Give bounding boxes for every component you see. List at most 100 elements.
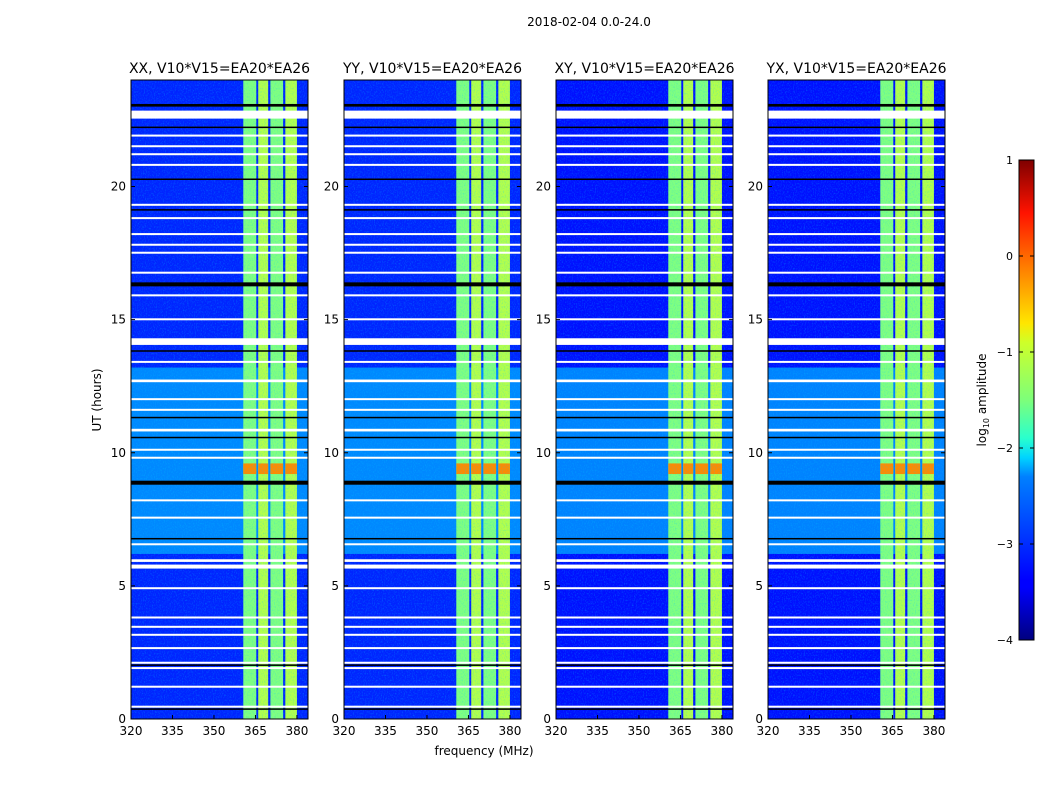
flagged-row-white [131,379,308,383]
flagged-row-white [556,559,733,562]
x-tick-label: 365 [457,724,480,738]
flagged-row-white [556,233,733,236]
flagged-row-black [344,537,521,540]
flagged-row-white [556,110,733,119]
flagged-row-white [344,667,521,670]
flagged-row-white [768,110,945,119]
flagged-row-white [556,661,733,664]
axes-frame [555,79,734,720]
x-tick-label: 380 [922,724,945,738]
flagged-row-black [131,436,308,439]
flagged-row-white [131,134,308,137]
flagged-row-white [768,685,945,688]
flagged-row-white [556,616,733,619]
y-tick-label: 5 [755,579,763,593]
colorbar-tick-label: −2 [997,442,1013,455]
flagged-row-black [556,282,733,287]
flagged-row-black [556,537,733,540]
flagged-row-white [344,499,521,502]
flagged-row-white [556,499,733,502]
flagged-row-white [131,616,308,619]
flagged-row-white [344,163,521,166]
flagged-row-white [131,408,308,411]
y-tick-label: 5 [331,579,339,593]
flagged-row-white [131,559,308,562]
y-tick-label: 5 [118,579,126,593]
y-tick-label: 20 [324,180,339,194]
flagged-row-black [131,350,308,352]
flagged-row-white [768,633,945,636]
colorbar: log10 amplitude −4 −3 −2 −1 0 1 [975,154,1035,647]
flagged-row-white [768,233,945,236]
flagged-row-white [131,398,308,401]
flagged-row-white [556,408,733,411]
flagged-row-white [131,243,308,246]
flagged-row-white [768,661,945,664]
panel-title: XX, V10*V15=EA20*EA26 [129,61,310,77]
flagged-row-white [131,360,308,363]
flagged-row-black [556,178,733,181]
flagged-row-white [556,203,733,206]
flagged-row-white [768,318,945,321]
flagged-row-white [131,667,308,670]
flagged-row-white [131,647,308,650]
flagged-row-white [556,163,733,166]
flagged-row-white [556,379,733,383]
colorbar-tick-label: −1 [997,346,1013,359]
flagged-row-white [556,625,733,628]
flagged-row-white [344,647,521,650]
flagged-row-black [768,103,945,107]
flagged-row-black [131,708,308,710]
flagged-row-white [131,499,308,502]
x-tick-label: 350 [840,724,863,738]
flagged-row-black [556,126,733,129]
x-axis-label: frequency (MHz) [434,744,533,758]
flagged-row-white [768,251,945,254]
flagged-row-black [556,103,733,107]
flagged-row-white [556,564,733,569]
y-tick-label: 10 [748,446,763,460]
flagged-row-white [344,456,521,459]
flagged-row-black [131,282,308,287]
flagged-row-black [344,103,521,107]
flagged-row-white [556,428,733,432]
flagged-row-black [131,416,308,419]
flagged-row-black [344,178,521,181]
panel-2: XY, V10*V15=EA20*EA26 0 5 10 15 20 320 335 350 36… [536,61,735,738]
y-tick-label: 0 [755,712,763,726]
flagged-row-white [768,625,945,628]
flagged-row-white [768,153,945,156]
flagged-row-black [131,664,308,666]
x-tick-label: 365 [881,724,904,738]
flagged-row-white [344,153,521,156]
x-tick-label: 320 [120,724,143,738]
flagged-row-black [556,664,733,666]
flagged-row-black [556,416,733,419]
flagged-row-white [344,408,521,411]
flagged-row-white [556,271,733,274]
colorbar-tick-label: 1 [1006,154,1013,167]
colorbar-tick-label: 0 [1006,250,1013,263]
flagged-row-white [556,153,733,156]
flagged-row-white [556,217,733,220]
flagged-row-white [556,685,733,688]
flagged-row-white [556,448,733,451]
colorbar-label: log10 amplitude [975,354,991,447]
flagged-row-white [131,705,308,708]
x-tick-label: 350 [628,724,651,738]
x-tick-label: 350 [203,724,226,738]
flagged-row-white [556,587,733,590]
flagged-row-white [344,587,521,590]
flagged-row-white [768,564,945,569]
flagged-row-white [768,398,945,401]
panel-title: YX, V10*V15=EA20*EA26 [765,61,946,77]
y-tick-label: 15 [324,313,339,327]
flagged-row-white [556,543,733,546]
flagged-row-black [131,209,308,211]
x-tick-label: 380 [285,724,308,738]
x-tick-label: 320 [757,724,780,738]
y-tick-label: 10 [111,446,126,460]
flagged-row-white [344,217,521,220]
panel-title: XY, V10*V15=EA20*EA26 [554,61,734,77]
flagged-row-black [131,103,308,107]
